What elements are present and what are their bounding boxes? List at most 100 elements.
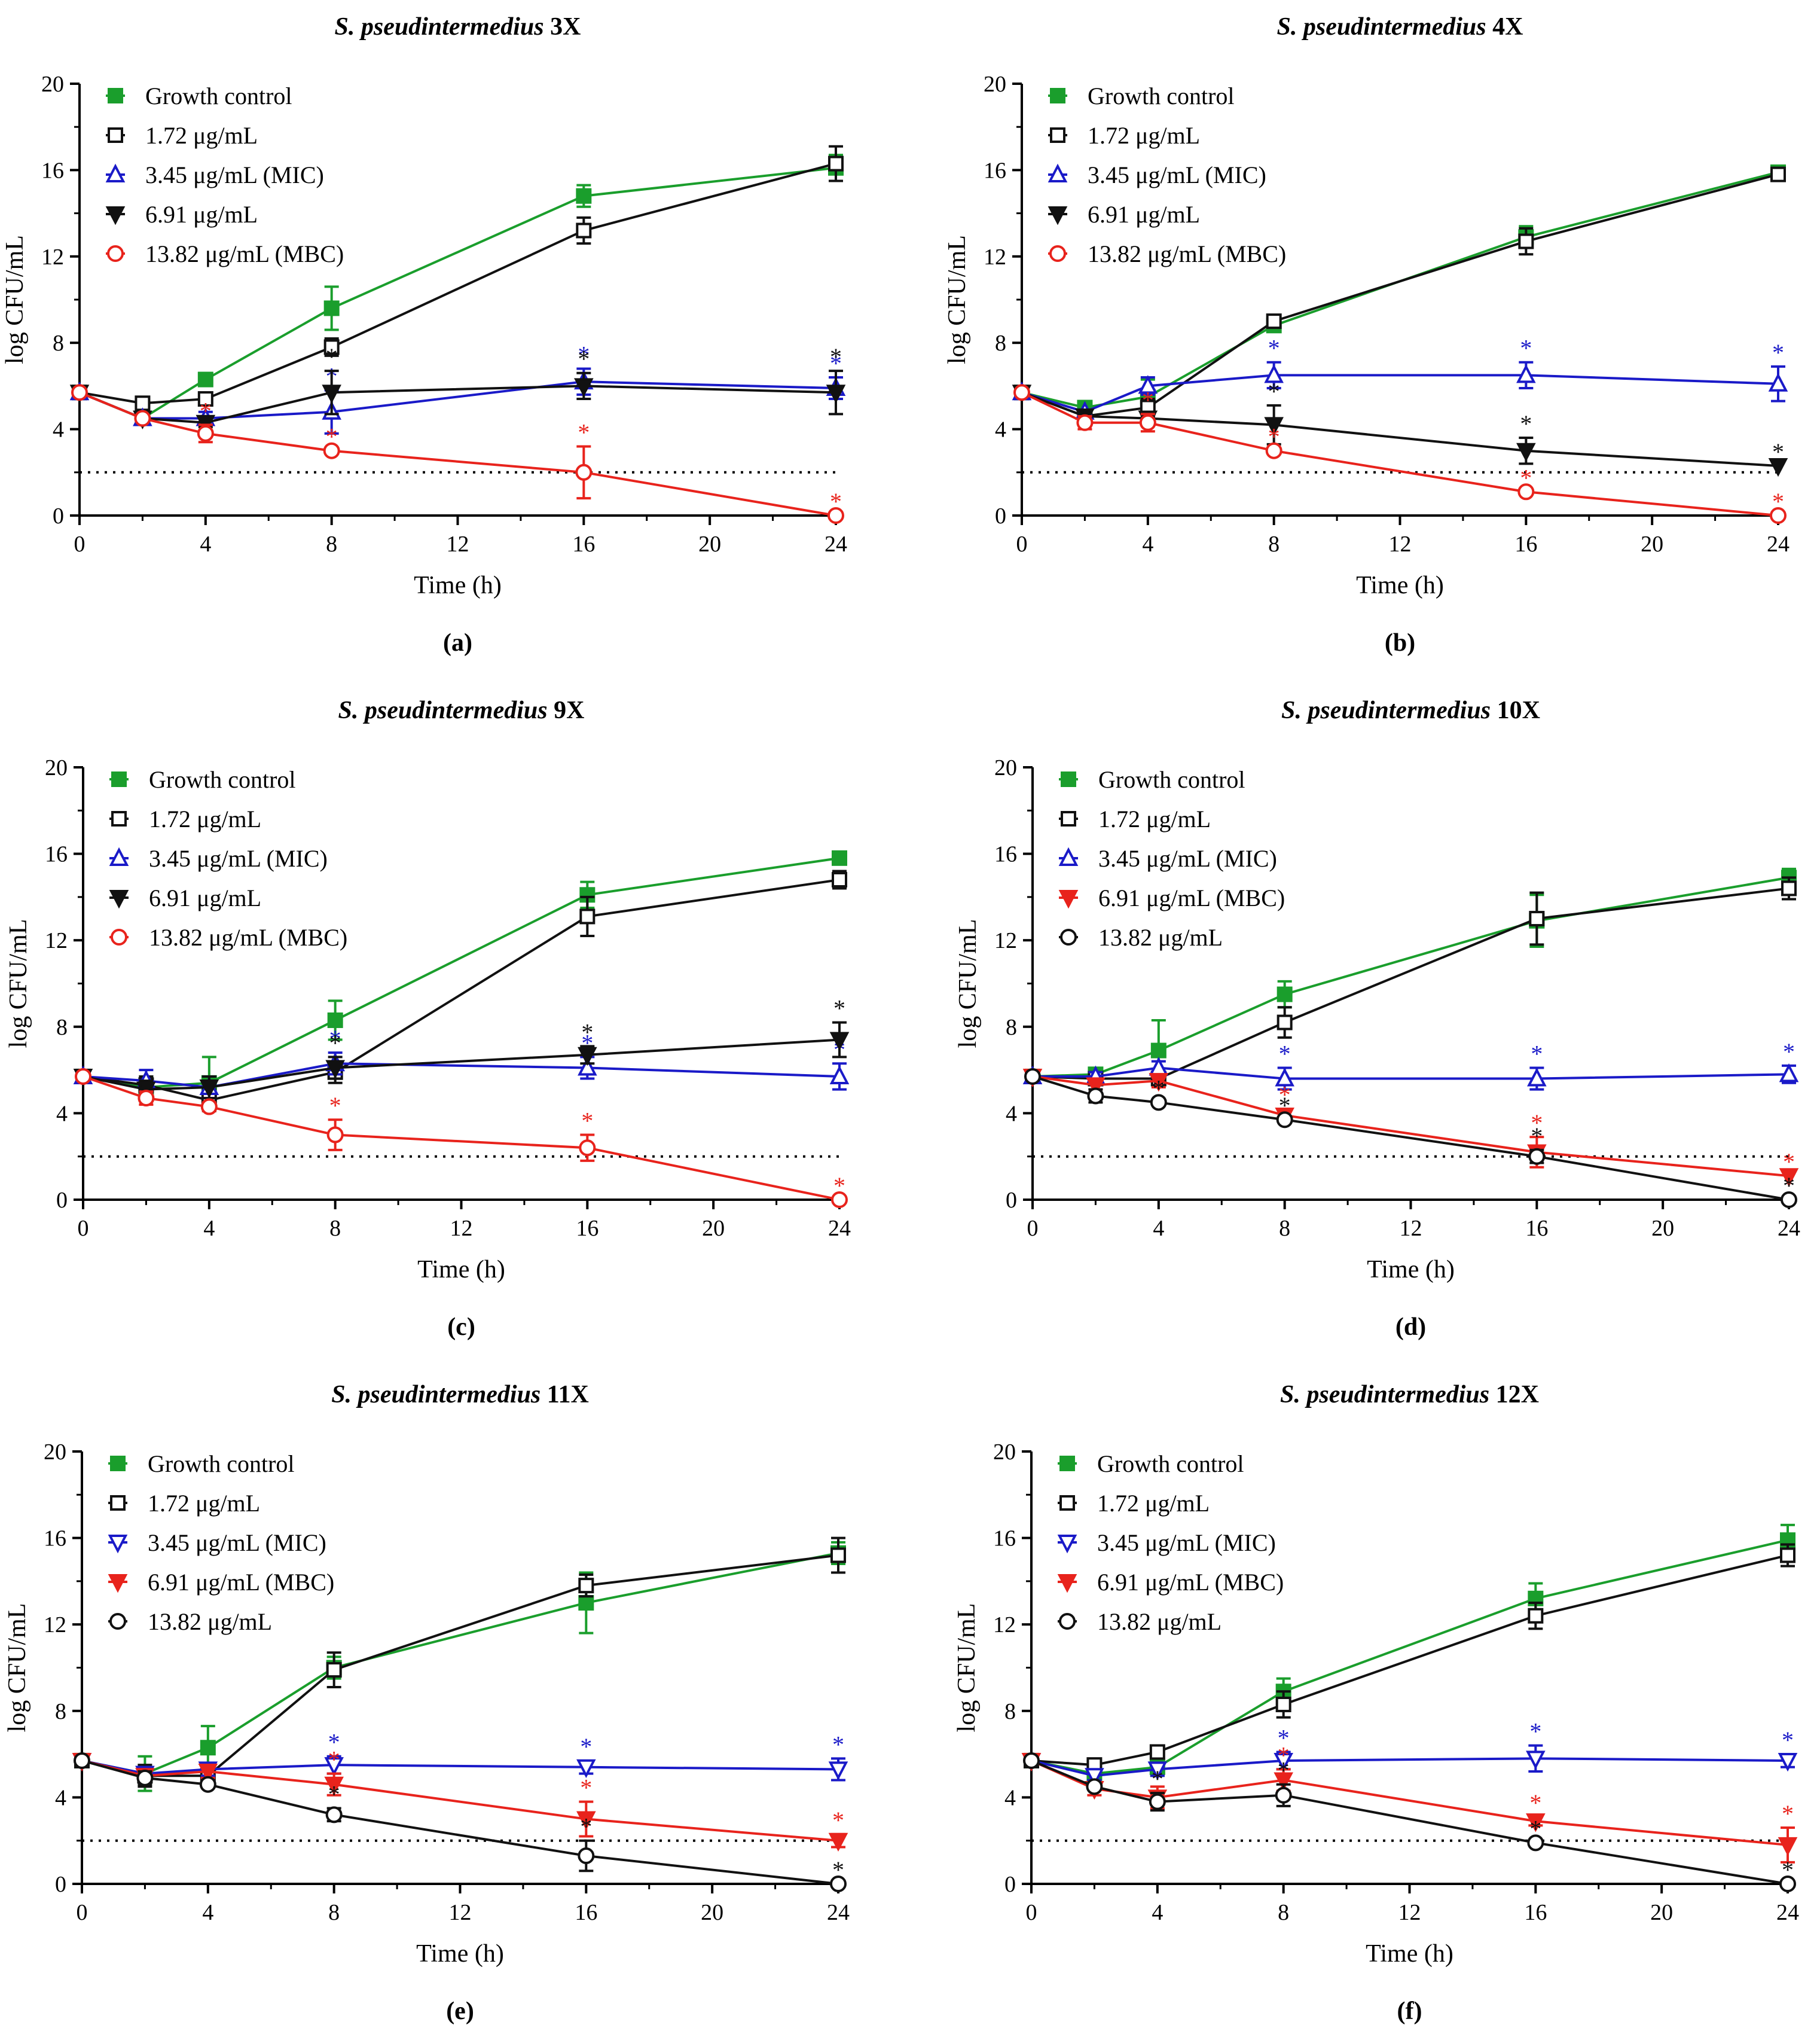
x-tick-label: 16 bbox=[575, 1900, 597, 1925]
marker-point-2 bbox=[1048, 163, 1068, 182]
legend: Growth control 1.72 μg/mL 3.45 μg/mL (MIC)… bbox=[1048, 83, 1286, 267]
y-tick-label: 16 bbox=[45, 842, 68, 867]
marker-point-3 bbox=[325, 1806, 343, 1823]
significance-star: * bbox=[580, 1813, 592, 1840]
series-line bbox=[1032, 1075, 1790, 1201]
chart-title-species: S. pseudintermedius bbox=[1280, 1381, 1496, 1408]
x-tick-label: 20 bbox=[702, 1216, 725, 1241]
legend-entry: Growth control bbox=[145, 83, 292, 109]
legend: Growth control 1.72 μg/mL 3.45 μg/mL (MIC)… bbox=[108, 1450, 334, 1635]
series-3: * * * bbox=[69, 341, 846, 435]
significance-star: * bbox=[1531, 1123, 1543, 1149]
marker-point-0 bbox=[1059, 1456, 1075, 1471]
x-tick-label: 8 bbox=[329, 1216, 341, 1241]
chart-title-strain: 12X bbox=[1496, 1381, 1539, 1408]
y-tick-label: 16 bbox=[984, 158, 1006, 183]
x-tick-label: 12 bbox=[449, 1900, 472, 1925]
marker-point-0 bbox=[74, 1752, 90, 1769]
y-tick-label: 12 bbox=[993, 1612, 1016, 1637]
marker-point-4 bbox=[1059, 1613, 1076, 1630]
series-line bbox=[1031, 1757, 1788, 1777]
y-tick-label: 8 bbox=[995, 331, 1006, 356]
significance-star: * bbox=[833, 1172, 845, 1199]
marker-point-2 bbox=[1139, 414, 1156, 431]
series-3: *** bbox=[1012, 335, 1788, 420]
marker-point-1 bbox=[1086, 1778, 1103, 1795]
legend-entry: 6.91 μg/mL (MBC) bbox=[1098, 885, 1285, 911]
legend-entry: 1.72 μg/mL bbox=[1098, 806, 1211, 832]
x-tick-label: 12 bbox=[1400, 1216, 1422, 1241]
legend-entry: Growth control bbox=[1098, 766, 1245, 793]
series-line bbox=[1021, 391, 1779, 517]
y-tick-label: 16 bbox=[41, 158, 64, 183]
y-tick-label: 12 bbox=[45, 928, 68, 953]
marker-point-3 bbox=[1274, 1772, 1293, 1791]
x-tick-label: 16 bbox=[1525, 1216, 1548, 1241]
marker-point-0 bbox=[75, 1068, 91, 1085]
y-tick-label: 4 bbox=[53, 417, 64, 443]
chart-title-species: S. pseudintermedius bbox=[335, 13, 551, 41]
marker-point-3 bbox=[1048, 206, 1068, 225]
legend: Growth control 1.72 μg/mL 3.45 μg/mL (MIC)… bbox=[1057, 1450, 1284, 1635]
x-tick-label: 8 bbox=[1278, 1900, 1289, 1925]
significance-star: * bbox=[1783, 1172, 1795, 1199]
marker-point-4 bbox=[574, 378, 594, 397]
marker-point-4 bbox=[578, 1847, 595, 1865]
series-5: * * * * bbox=[71, 384, 844, 524]
marker-point-2 bbox=[1138, 375, 1158, 394]
series-line bbox=[1032, 1075, 1790, 1178]
significance-star: * bbox=[1772, 488, 1784, 515]
significance-star: * bbox=[1278, 1757, 1290, 1784]
marker-point-2 bbox=[1147, 1761, 1168, 1780]
series-4: *** bbox=[73, 995, 850, 1100]
marker-point-4 bbox=[107, 245, 124, 262]
chart-title-species: S. pseudintermedius bbox=[331, 1381, 547, 1408]
x-tick-label: 4 bbox=[203, 1216, 215, 1241]
x-tick-label: 24 bbox=[1767, 532, 1790, 557]
marker-point-3 bbox=[1276, 1111, 1293, 1129]
significance-star: * bbox=[1529, 1718, 1541, 1745]
marker-point-0 bbox=[1061, 771, 1076, 787]
significance-star: * bbox=[1529, 1789, 1541, 1816]
y-tick-label: 4 bbox=[56, 1101, 68, 1126]
significance-star: * bbox=[578, 346, 590, 373]
chart-title: S. pseudintermedius 4X bbox=[1277, 13, 1523, 41]
x-tick-label: 20 bbox=[1641, 532, 1663, 557]
x-tick-label: 16 bbox=[572, 532, 595, 557]
series-line bbox=[81, 1759, 839, 1842]
marker-point-5 bbox=[1780, 1547, 1795, 1563]
legend-entry: 3.45 μg/mL (MIC) bbox=[1088, 161, 1266, 188]
x-tick-label: 4 bbox=[200, 532, 211, 557]
significance-star: * bbox=[830, 343, 842, 370]
x-tick-label: 20 bbox=[701, 1900, 723, 1925]
legend-entry: 13.82 μg/mL (MBC) bbox=[149, 924, 347, 951]
marker-point-4 bbox=[1526, 1751, 1546, 1770]
panel-caption: (b) bbox=[1385, 629, 1415, 657]
x-axis-label: Time (h) bbox=[417, 1256, 505, 1283]
marker-point-5 bbox=[828, 1832, 848, 1852]
y-axis-label: log CFU/mL bbox=[5, 919, 32, 1048]
significance-star: * bbox=[200, 397, 212, 424]
legend-entry: 6.91 μg/mL bbox=[1088, 201, 1200, 228]
legend: Growth control 1.72 μg/mL 3.45 μg/mL (MIC)… bbox=[109, 766, 347, 951]
significance-star: * bbox=[1279, 1040, 1291, 1067]
marker-point-2 bbox=[1149, 1793, 1166, 1810]
legend-entry: Growth control bbox=[148, 1450, 295, 1477]
marker-point-4 bbox=[576, 1811, 596, 1830]
legend-entry: 6.91 μg/mL bbox=[149, 885, 261, 911]
x-tick-label: 0 bbox=[74, 532, 85, 557]
marker-point-4 bbox=[575, 463, 593, 481]
significance-star: * bbox=[328, 1729, 340, 1756]
y-tick-label: 20 bbox=[45, 755, 68, 780]
marker-point-5 bbox=[830, 1876, 847, 1892]
marker-point-0 bbox=[111, 771, 127, 787]
series-line bbox=[1031, 1759, 1788, 1846]
series-line bbox=[1031, 1759, 1788, 1885]
significance-star: * bbox=[329, 1029, 341, 1056]
significance-star: * bbox=[1268, 378, 1280, 405]
legend-entry: 1.72 μg/mL bbox=[145, 122, 258, 149]
y-tick-label: 0 bbox=[995, 504, 1006, 529]
y-axis-label: log CFU/mL bbox=[954, 919, 982, 1048]
legend-entry: 13.82 μg/mL bbox=[1098, 924, 1223, 951]
significance-star: * bbox=[1520, 410, 1532, 437]
